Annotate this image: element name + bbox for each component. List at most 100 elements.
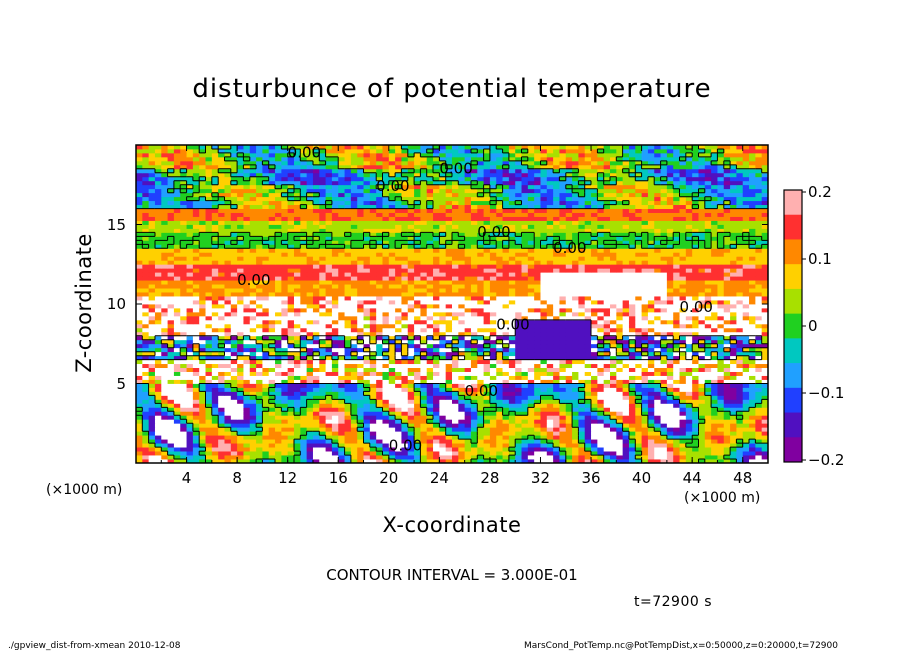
heatmap-cell (243, 399, 251, 404)
heatmap-cell (515, 280, 522, 285)
heatmap-cell (477, 343, 484, 349)
heatmap-cell (534, 447, 541, 452)
heatmap-cell (167, 431, 175, 436)
heatmap-cell (199, 435, 206, 440)
heatmap-cell (546, 447, 554, 452)
heatmap-cell (534, 411, 541, 416)
heatmap-cell (344, 288, 352, 293)
heatmap-cell (755, 335, 763, 341)
heatmap-cell (369, 359, 377, 365)
heatmap-cell (761, 339, 768, 345)
heatmap-cell (597, 347, 605, 353)
heatmap-cell (376, 443, 383, 448)
heatmap-cell (224, 407, 232, 412)
heatmap-cell (218, 276, 225, 281)
heatmap-cell (559, 363, 567, 369)
heatmap-cell (572, 335, 579, 341)
heatmap-cell (192, 395, 200, 400)
heatmap-cell (173, 292, 181, 297)
heatmap-cell (180, 288, 187, 293)
heatmap-cell (508, 423, 516, 428)
heatmap-cell (344, 403, 352, 408)
heatmap-cell (407, 335, 415, 341)
heatmap-cell (527, 276, 535, 281)
heatmap-cell (230, 443, 238, 448)
heatmap-cell (578, 391, 586, 396)
heatmap-cell (445, 435, 453, 440)
heatmap-cell (521, 272, 529, 277)
heatmap-cell (572, 319, 579, 325)
heatmap-cell (616, 343, 624, 349)
heatmap-cell (458, 335, 466, 341)
heatmap-cell (262, 455, 270, 460)
heatmap-cell (755, 431, 763, 436)
heatmap-cell (414, 319, 421, 325)
heatmap-cell (685, 359, 693, 365)
heatmap-cell (167, 415, 175, 420)
heatmap-cell (730, 359, 737, 365)
heatmap-cell (439, 304, 447, 309)
heatmap-cell (382, 391, 390, 396)
heatmap-cell (363, 315, 371, 321)
heatmap-cell (294, 347, 301, 353)
heatmap-cell (717, 435, 725, 440)
heatmap-cell (142, 399, 150, 404)
heatmap-cell (148, 411, 156, 416)
heatmap-cell (559, 292, 567, 297)
heatmap-cell (647, 387, 655, 392)
heatmap-cell (350, 439, 358, 444)
heatmap-cell (338, 355, 345, 361)
heatmap-cell (660, 296, 668, 301)
heatmap-cell (218, 423, 225, 428)
heatmap-cell (338, 288, 345, 293)
heatmap-cell (578, 455, 586, 460)
heatmap-cell (199, 407, 206, 412)
heatmap-cell (692, 415, 699, 420)
heatmap-cell (148, 355, 156, 361)
heatmap-cell (312, 284, 320, 289)
heatmap-cell (628, 387, 636, 392)
heatmap-cell (230, 387, 238, 392)
heatmap-cell (287, 284, 295, 289)
heatmap-cell (483, 276, 491, 281)
heatmap-cell (692, 339, 699, 345)
heatmap-cell (186, 276, 194, 281)
heatmap-cell (527, 411, 535, 416)
heatmap-cell (218, 435, 225, 440)
heatmap-cell (622, 363, 630, 369)
heatmap-cell (584, 327, 592, 333)
heatmap-cell (578, 367, 586, 372)
heatmap-cell (742, 272, 750, 277)
heatmap-cell (749, 375, 756, 380)
heatmap-cell (319, 383, 326, 388)
heatmap-cell (401, 363, 409, 369)
heatmap-cell (154, 315, 162, 321)
heatmap-cell (142, 323, 150, 329)
heatmap-cell (673, 323, 680, 329)
heatmap-cell (445, 379, 453, 384)
heatmap-cell (357, 395, 364, 400)
heatmap-cell (489, 459, 497, 463)
heatmap-cell (666, 407, 674, 412)
heatmap-cell (647, 435, 655, 440)
heatmap-cell (540, 423, 548, 428)
heatmap-cell (458, 284, 466, 289)
heatmap-cell (180, 371, 187, 376)
heatmap-cell (534, 423, 541, 428)
heatmap-cell (565, 427, 573, 432)
heatmap-cell (414, 363, 421, 369)
heatmap-cell (736, 403, 744, 408)
heatmap-cell (521, 280, 529, 285)
heatmap-cell (287, 268, 295, 273)
heatmap-cell (704, 403, 712, 408)
heatmap-cell (572, 459, 579, 463)
heatmap-cell (597, 323, 605, 329)
heatmap-cell (218, 280, 225, 285)
heatmap-cell (502, 459, 510, 463)
heatmap-cell (230, 280, 238, 285)
heatmap-cell (489, 375, 497, 380)
heatmap-cell (249, 311, 257, 317)
heatmap-cell (433, 355, 440, 361)
heatmap-cell (439, 351, 447, 357)
heatmap-cell (237, 387, 244, 392)
